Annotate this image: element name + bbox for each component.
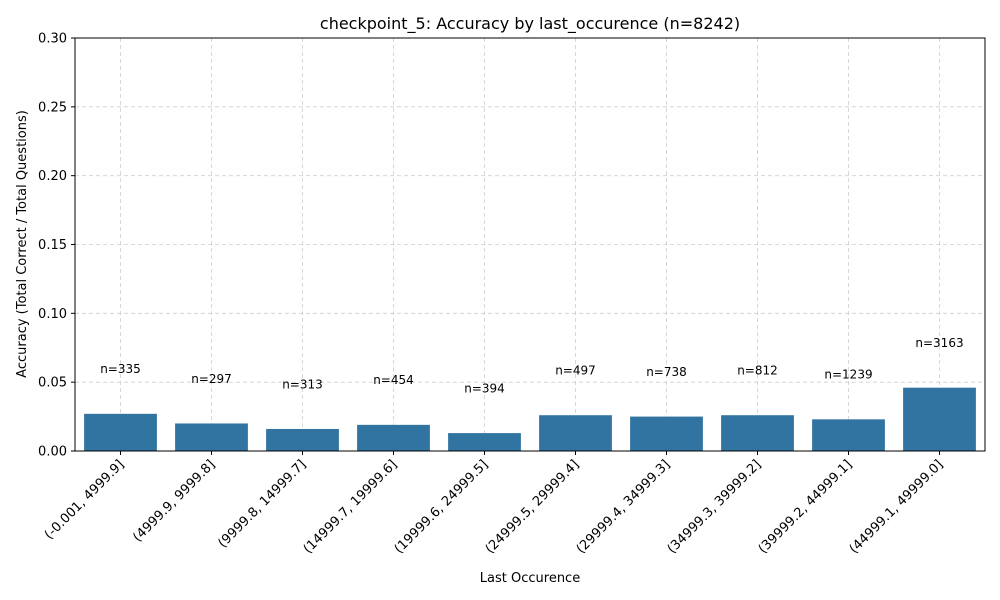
bar [630, 416, 703, 451]
y-tick-label: 0.20 [38, 169, 67, 184]
bar [266, 428, 339, 451]
bar-annotations: n=335 n=297 n=313 n=454 n=394 n=497 n=738 n=812… [100, 336, 963, 395]
bar [539, 415, 612, 451]
bar [721, 415, 794, 451]
chart-title: checkpoint_5: Accuracy by last_occurence… [320, 14, 740, 34]
bar [84, 413, 157, 451]
bar [175, 423, 248, 451]
bar [448, 433, 521, 451]
bar-count-label: n=335 [100, 362, 141, 376]
bar-count-label: n=497 [555, 364, 596, 378]
y-axis-ticks: 0.00 0.05 0.10 0.15 0.20 0.25 0.30 [38, 32, 75, 460]
x-axis-label: Last Occurence [480, 571, 580, 586]
bar-count-label: n=3163 [915, 336, 963, 350]
y-tick-label: 0.00 [38, 445, 67, 460]
bar-count-label: n=313 [282, 377, 323, 391]
bar-count-label: n=738 [646, 365, 687, 379]
bar-count-label: n=394 [464, 381, 505, 395]
bar-count-label: n=812 [737, 364, 778, 378]
y-tick-label: 0.30 [38, 32, 67, 47]
y-tick-label: 0.05 [38, 376, 67, 391]
bar-count-label: n=454 [373, 373, 414, 387]
y-tick-label: 0.15 [38, 238, 67, 253]
bar [357, 424, 430, 451]
y-axis-label: Accuracy (Total Correct / Total Question… [15, 110, 30, 378]
bars [84, 387, 976, 451]
y-tick-label: 0.10 [38, 307, 67, 322]
y-tick-label: 0.25 [38, 100, 67, 115]
bar-count-label: n=297 [191, 372, 232, 386]
bar [812, 419, 885, 451]
bar [903, 387, 976, 451]
bar-count-label: n=1239 [824, 368, 872, 382]
